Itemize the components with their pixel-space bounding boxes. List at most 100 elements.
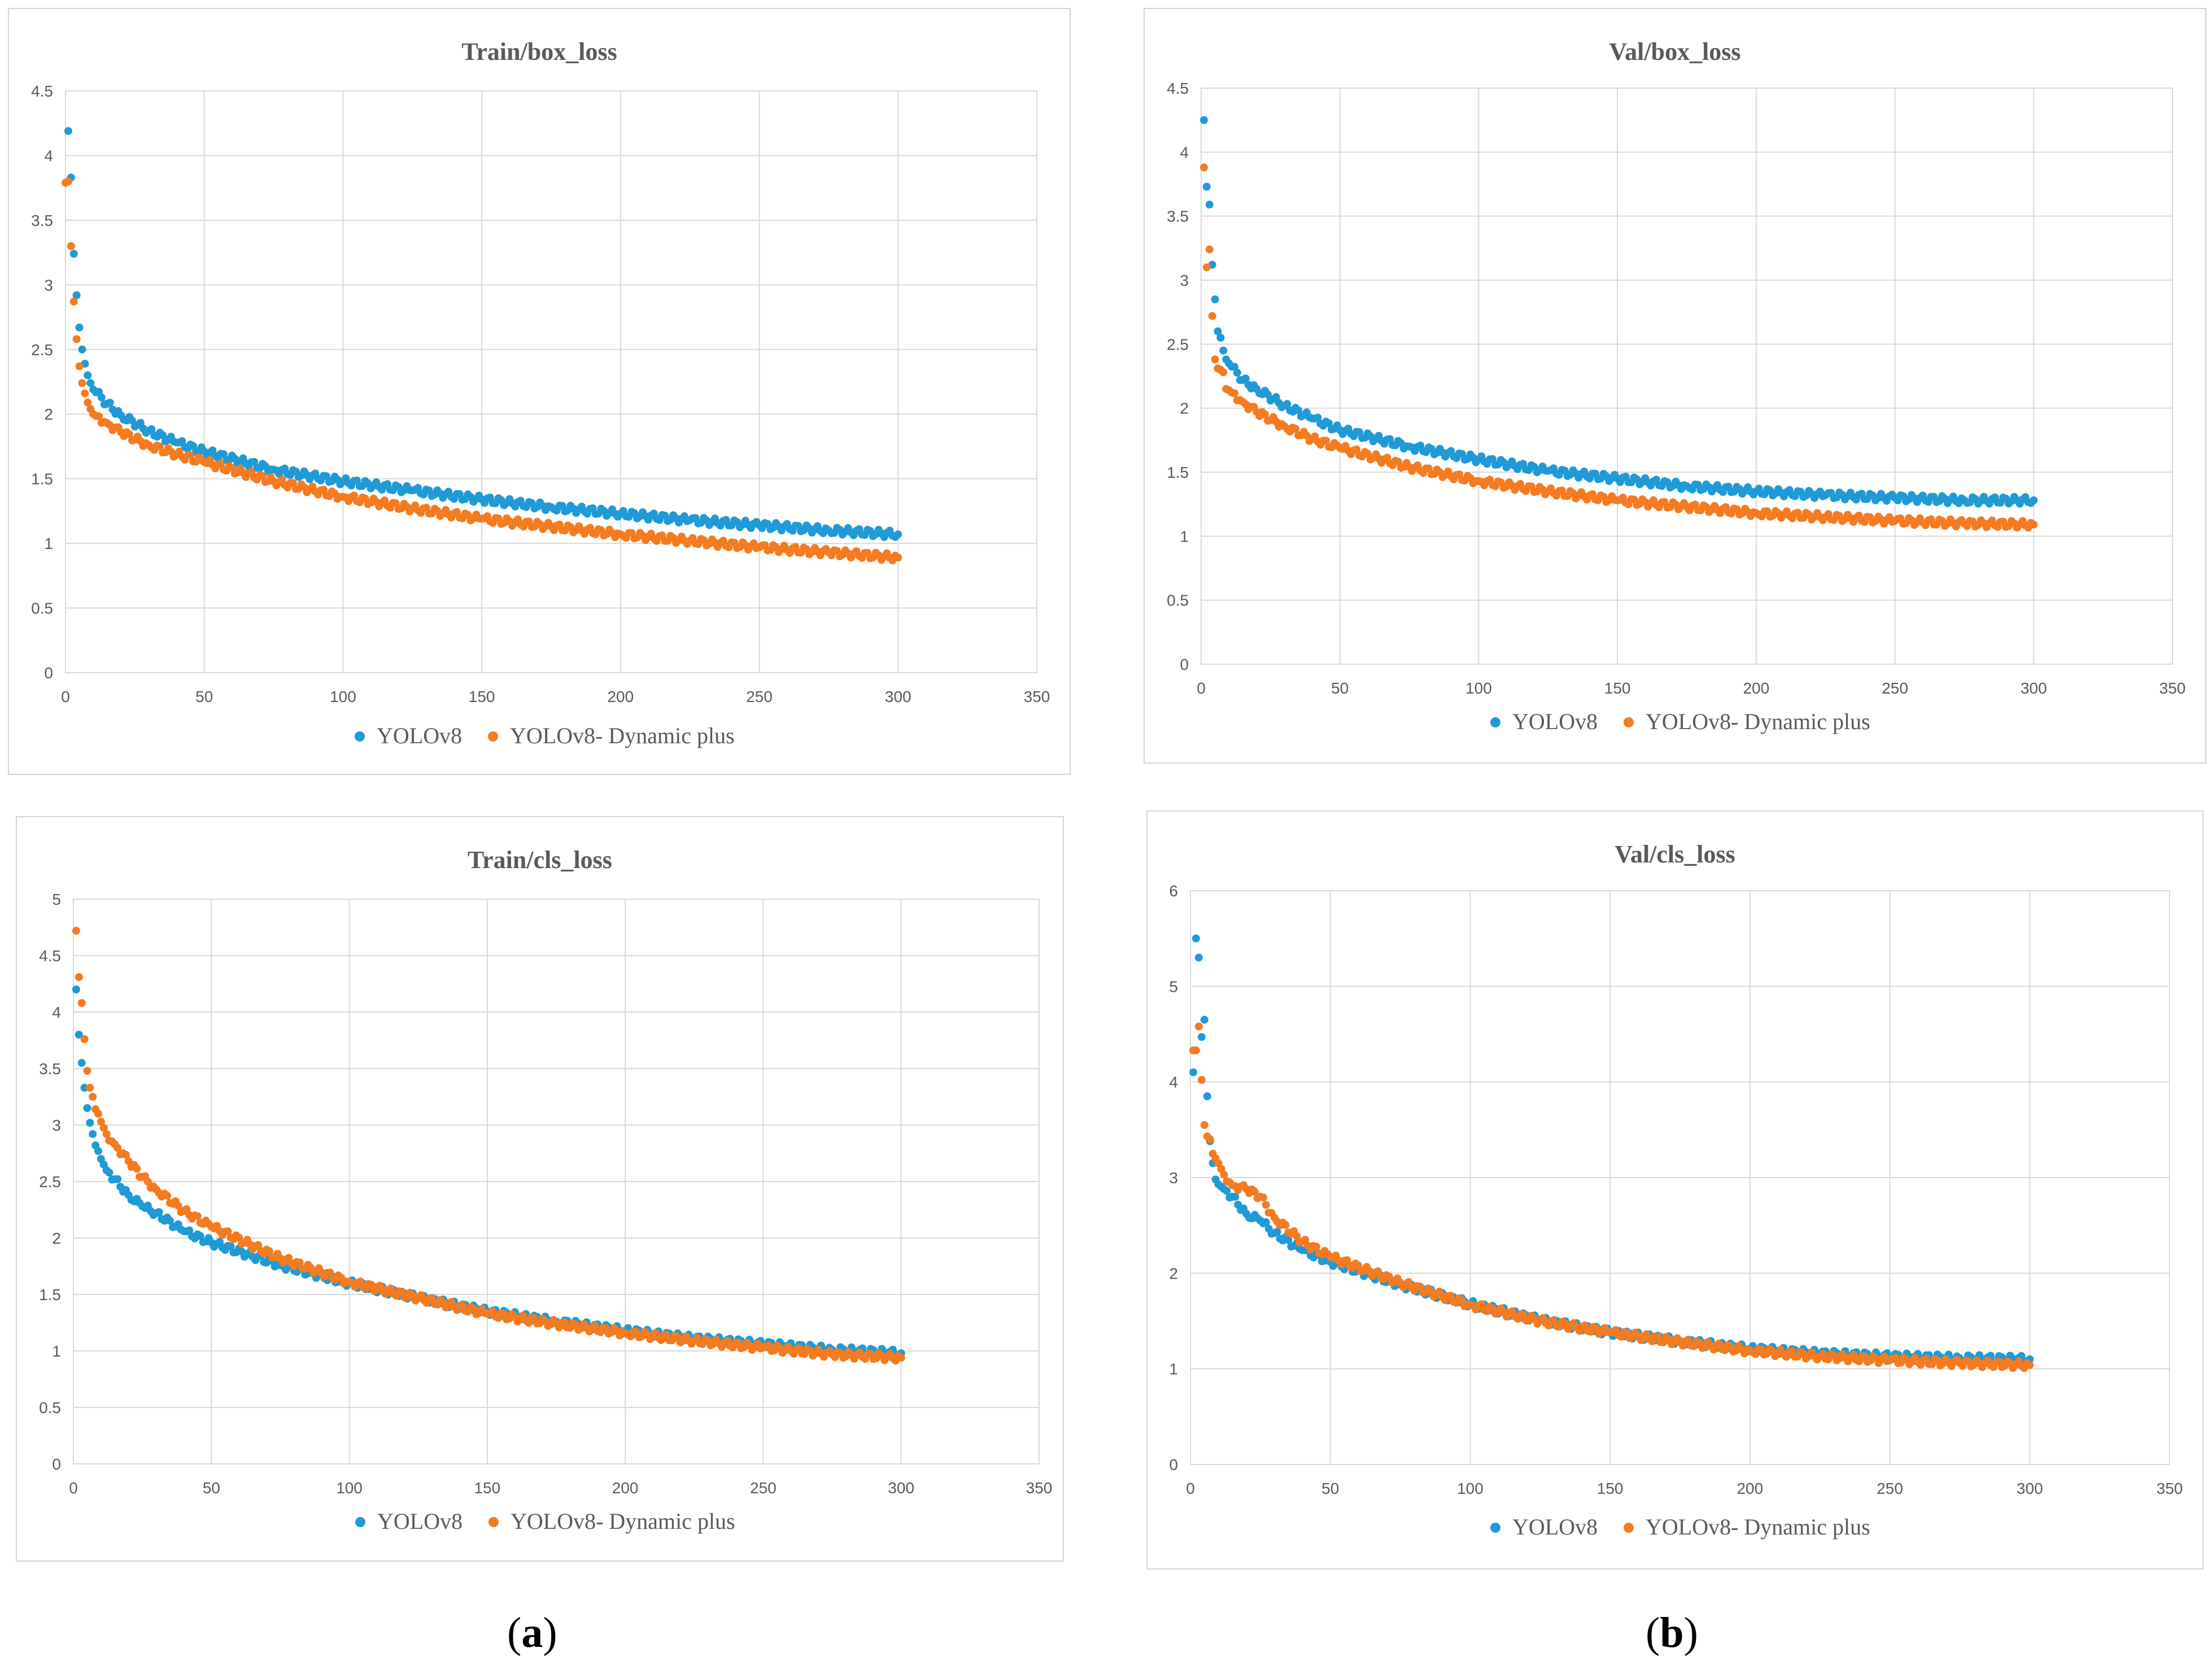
data-point (1312, 1243, 1320, 1251)
data-point (1385, 1272, 1393, 1281)
data-point (1202, 182, 1211, 191)
data-point (1216, 334, 1225, 342)
x-tick-label: 350 (2159, 679, 2186, 697)
data-point (97, 393, 106, 402)
y-tick-label: 1 (44, 535, 53, 552)
y-tick-label: 3 (1169, 1169, 1178, 1187)
data-point (1301, 1236, 1310, 1244)
data-point (78, 379, 86, 387)
data-point (178, 437, 186, 446)
y-tick-label: 1.5 (1167, 464, 1189, 481)
data-point (1199, 163, 1208, 172)
data-point (1202, 263, 1211, 272)
x-tick-label: 200 (1743, 679, 1769, 697)
data-point (217, 459, 225, 468)
x-tick-label: 100 (1457, 1480, 1484, 1497)
data-point (258, 472, 267, 480)
data-point (1373, 1267, 1382, 1275)
data-point (67, 242, 75, 250)
legend-label: YOLOv8 (377, 723, 462, 748)
data-point (102, 1130, 111, 1138)
data-point (1197, 1033, 1206, 1041)
y-tick-label: 3 (1180, 272, 1189, 289)
y-tick-label: 5 (1169, 978, 1178, 995)
data-point (1205, 245, 1214, 254)
data-point (97, 1118, 105, 1126)
x-tick-label: 50 (1331, 679, 1349, 697)
data-point (1343, 1256, 1351, 1265)
legend-marker (1490, 1523, 1500, 1533)
y-tick-label: 2.5 (31, 341, 53, 359)
data-point (1394, 457, 1402, 466)
legend-marker (488, 1517, 499, 1527)
legend-label: YOLOv8 (377, 1509, 463, 1534)
data-point (1446, 1292, 1455, 1300)
y-tick-label: 0.5 (1167, 592, 1189, 609)
data-point (72, 335, 81, 343)
legend-marker (1490, 717, 1500, 727)
series-yolov8 (72, 986, 905, 1360)
caption-a-letter: a (521, 1609, 543, 1656)
chart-panel-val-box: Val/box_loss 0 0.5 1 1.5 2 2.5 3 3.5 4 4.5 0 50 100 15… (1144, 8, 2206, 764)
data-point (75, 973, 83, 981)
data-point (1211, 295, 1219, 303)
data-point (186, 451, 195, 460)
data-point (185, 1226, 194, 1235)
x-tick-label: 200 (612, 1479, 639, 1497)
data-point (1192, 1046, 1200, 1054)
x-tick-label: 100 (330, 688, 356, 705)
data-point (94, 1147, 102, 1155)
y-tick-label: 2.5 (1167, 335, 1189, 353)
data-point (226, 1243, 235, 1251)
plot-area-frame (65, 90, 1037, 673)
legend-marker (355, 1517, 365, 1527)
series-yolov8-dynamic-plus (72, 927, 905, 1365)
data-point (80, 1035, 89, 1043)
data-point (89, 1093, 97, 1101)
plot-area-frame (1201, 88, 2173, 665)
x-tick-label: 350 (1026, 1479, 1053, 1497)
data-point (1220, 1170, 1228, 1179)
data-point (1262, 1218, 1270, 1226)
data-point (77, 999, 86, 1007)
x-tick-label: 300 (2017, 1480, 2043, 1497)
data-point (1231, 1193, 1240, 1201)
data-point (2030, 496, 2038, 504)
chart-title: Val/cls_loss (1615, 840, 1735, 868)
y-tick-label: 0.5 (39, 1399, 61, 1416)
x-tick-label: 200 (607, 688, 634, 705)
data-point (94, 412, 103, 420)
data-point (326, 1268, 334, 1277)
chart-svg-val-cls: Val/cls_loss 0 1 2 3 4 5 6 0 50 100 150 200 250 300 350… (1169, 840, 2183, 1540)
chart-svg-val-box: Val/box_loss 0 0.5 1 1.5 2 2.5 3 3.5 4 4.5 0 50 100 15… (1167, 38, 2186, 734)
data-point (174, 1202, 182, 1210)
data-point (1250, 1188, 1259, 1196)
data-point (86, 1119, 94, 1127)
y-tick-label: 1.5 (31, 470, 53, 488)
y-tick-label: 1 (52, 1342, 61, 1360)
y-tick-label: 3.5 (1167, 208, 1189, 225)
caption-a-open: ( (507, 1609, 522, 1656)
data-point (182, 1205, 191, 1213)
x-tick-label: 250 (1877, 1480, 1903, 1497)
y-tick-label: 1 (1169, 1361, 1178, 1378)
data-point (77, 1059, 86, 1067)
data-point (1292, 425, 1300, 433)
data-point (155, 1208, 163, 1217)
x-tick-label: 100 (1465, 679, 1492, 697)
data-point (1322, 437, 1330, 445)
data-point (894, 553, 902, 562)
x-tick-label: 300 (888, 1479, 914, 1497)
data-point (84, 398, 92, 407)
data-point (163, 1192, 172, 1200)
legend-label: YOLOv8- Dynamic plus (1646, 709, 1870, 734)
data-point (156, 442, 164, 451)
data-point (1284, 1236, 1293, 1244)
data-point (1206, 1135, 1214, 1144)
data-point (1262, 1201, 1270, 1209)
y-tick-label: 2.5 (39, 1173, 61, 1191)
data-point (81, 389, 89, 398)
caption-b: (b) (1646, 1608, 1698, 1658)
data-point (64, 127, 72, 135)
